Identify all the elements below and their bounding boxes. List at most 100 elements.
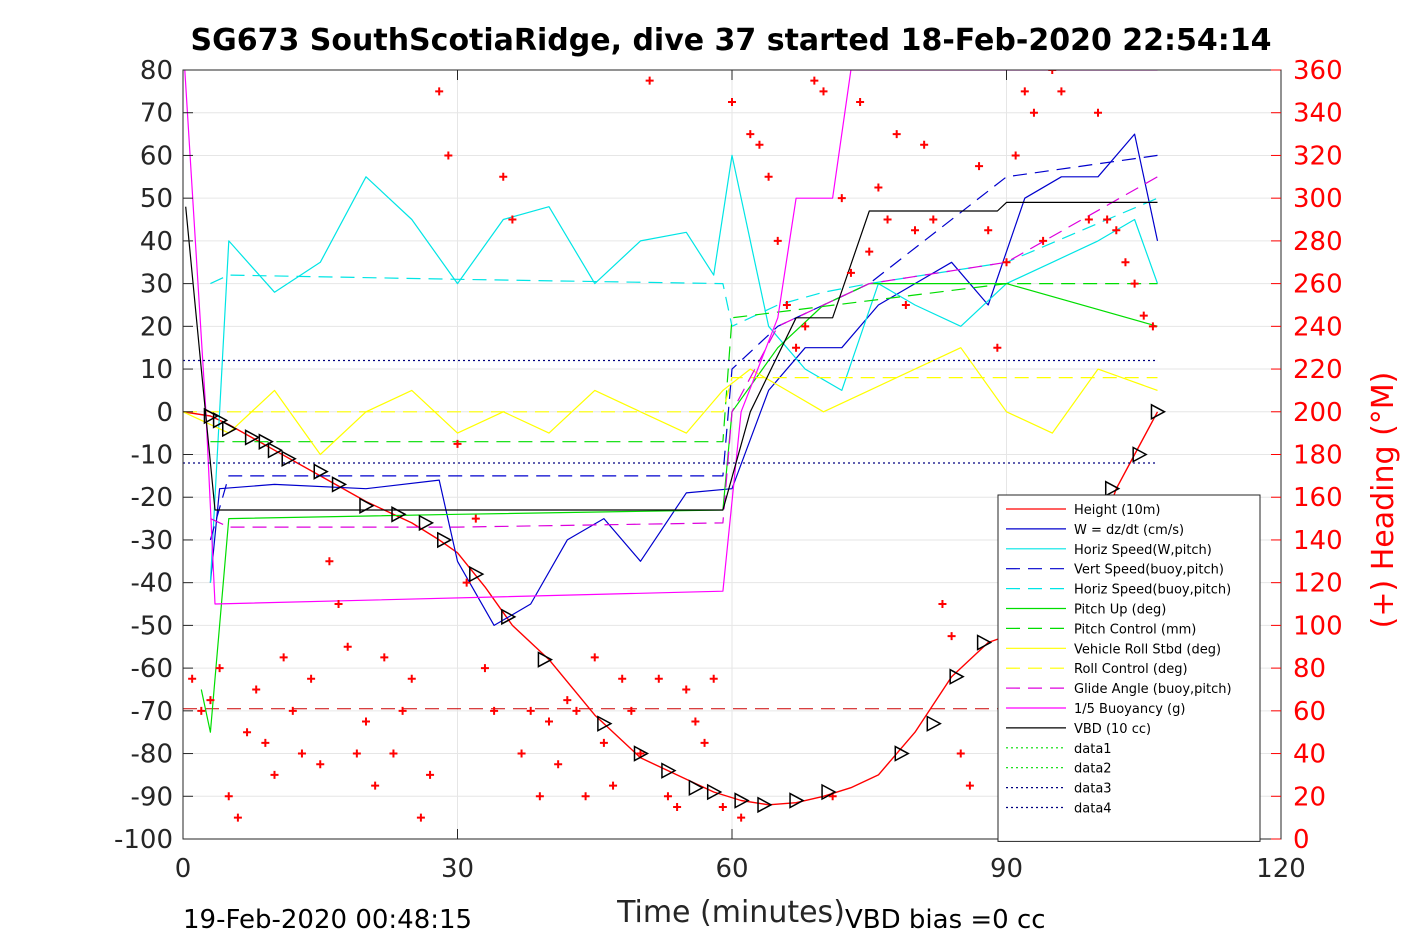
height-marker	[359, 497, 375, 515]
y-tick-label-right: 360	[1293, 56, 1343, 86]
height-markers	[203, 403, 1167, 814]
heading-point	[755, 140, 764, 149]
series-pitch-control-mm	[210, 283, 1158, 443]
legend-label: Horiz Speed(buoy,pitch)	[1074, 583, 1231, 598]
heading-point	[892, 130, 901, 139]
y-tick-label-right: 20	[1293, 782, 1326, 812]
series-vert-speed-buoy-pitch	[209, 154, 1158, 541]
heading-point	[206, 696, 215, 705]
heading-point	[462, 578, 471, 587]
height-marker	[537, 651, 554, 668]
height-marker	[267, 441, 284, 459]
height-marker	[894, 745, 910, 762]
heading-point	[993, 343, 1002, 352]
series-w-dz-dt-cm-s	[209, 133, 1159, 627]
heading-point	[782, 300, 791, 309]
series-layer	[183, 70, 1159, 806]
heading-point	[1048, 70, 1057, 74]
heading-point	[297, 749, 306, 758]
height-marker	[313, 463, 329, 480]
legend-label: Roll Control (deg)	[1074, 662, 1188, 677]
height-marker	[821, 783, 837, 801]
y-tick-label-left: 70	[140, 99, 173, 129]
heading-point	[1039, 236, 1048, 245]
height-marker	[1132, 446, 1148, 463]
heading-point	[718, 802, 727, 811]
heading-point	[1057, 87, 1066, 96]
heading-point	[380, 653, 389, 662]
heading-point	[288, 706, 297, 715]
y-tick-label-right: 80	[1293, 654, 1326, 684]
heading-points	[188, 70, 1157, 826]
legend-label: data4	[1074, 802, 1112, 817]
y-tick-label-right: 280	[1293, 227, 1343, 257]
heading-point	[224, 792, 233, 801]
y-tick-label-left: -100	[114, 825, 173, 855]
height-marker	[222, 420, 238, 438]
y-tick-label-right: 40	[1293, 740, 1326, 770]
legend-label: Glide Angle (buoy,pitch)	[1074, 682, 1232, 697]
heading-point	[911, 226, 919, 235]
y-tick-label-right: 340	[1293, 99, 1343, 129]
heading-point	[737, 813, 746, 822]
heading-point	[352, 749, 361, 758]
heading-point	[197, 706, 206, 715]
heading-point	[1103, 215, 1112, 224]
y-tick-label-right: 120	[1293, 569, 1343, 599]
height-marker	[1150, 403, 1167, 421]
height-marker	[976, 634, 993, 651]
height-marker	[469, 565, 485, 583]
heading-point	[609, 781, 618, 790]
heading-point	[801, 322, 810, 331]
heading-point	[252, 685, 261, 694]
heading-point	[691, 717, 700, 726]
series-glide-angle-buoy-pitch	[210, 176, 1158, 528]
heading-point	[407, 674, 416, 683]
heading-point	[975, 162, 984, 171]
height-marker	[661, 762, 677, 779]
legend-label: data3	[1074, 782, 1112, 797]
heading-point	[279, 653, 288, 662]
legend-label: Vert Speed(buoy,pitch)	[1074, 563, 1224, 578]
legend-label: Vehicle Roll Stbd (deg)	[1074, 642, 1221, 657]
heading-point	[215, 664, 224, 673]
heading-point	[819, 87, 828, 96]
legend-label: Height (10m)	[1074, 503, 1160, 518]
y-tick-label-left: 80	[140, 56, 173, 86]
heading-point	[1002, 258, 1011, 267]
heading-point	[426, 770, 435, 779]
y-tick-label-left: 50	[140, 184, 173, 214]
heading-point	[1020, 87, 1029, 96]
heading-point	[645, 76, 654, 85]
heading-point	[700, 738, 709, 747]
series-vehicle-roll-stbd-deg	[183, 347, 1158, 456]
heading-point	[938, 600, 947, 609]
y-tick-label-left: -40	[131, 569, 173, 599]
height-marker	[212, 412, 229, 429]
series-roll-control-deg	[183, 377, 1158, 413]
y-tick-label-left: -50	[131, 611, 173, 641]
height-marker	[391, 506, 407, 523]
heading-point	[874, 183, 883, 192]
y-tick-label-left: 30	[140, 270, 173, 300]
y-tick-label-right: 180	[1293, 441, 1343, 471]
chart-title: SG673 SouthScotiaRidge, dive 37 started …	[190, 23, 1271, 58]
heading-point	[1084, 215, 1093, 224]
heading-point	[270, 770, 279, 779]
heading-point	[599, 738, 608, 747]
heading-point	[1112, 226, 1121, 235]
heading-point	[362, 717, 370, 726]
y-tick-label-left: -60	[131, 654, 173, 684]
y-tick-label-left: -20	[131, 483, 173, 513]
heading-point	[663, 792, 672, 801]
heading-point	[490, 706, 499, 715]
height-marker	[926, 715, 942, 732]
y-tick-label-right: 260	[1293, 270, 1343, 300]
heading-point	[517, 749, 526, 758]
height-marker	[331, 476, 348, 493]
heading-point	[545, 717, 553, 726]
y-tick-label-left: 0	[156, 398, 173, 428]
heading-point	[471, 514, 480, 523]
heading-point	[883, 215, 892, 224]
